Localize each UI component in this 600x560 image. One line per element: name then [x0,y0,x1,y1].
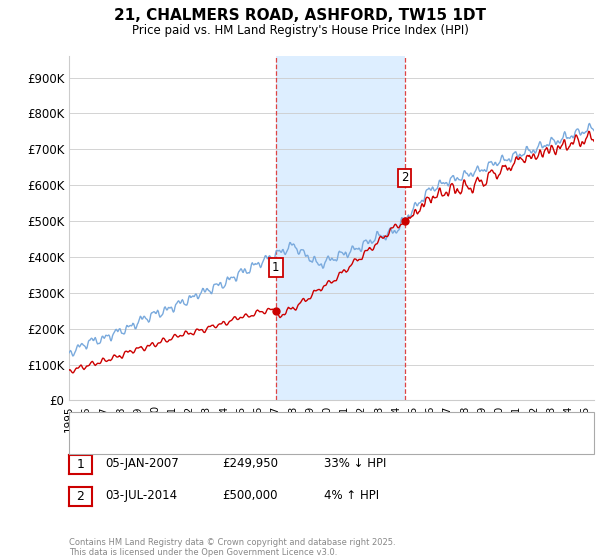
Text: 1: 1 [272,261,280,274]
Text: 33% ↓ HPI: 33% ↓ HPI [324,457,386,470]
Text: Price paid vs. HM Land Registry's House Price Index (HPI): Price paid vs. HM Land Registry's House … [131,24,469,36]
Text: Contains HM Land Registry data © Crown copyright and database right 2025.
This d: Contains HM Land Registry data © Crown c… [69,538,395,557]
Text: 2: 2 [76,489,85,503]
Text: 21, CHALMERS ROAD, ASHFORD, TW15 1DT: 21, CHALMERS ROAD, ASHFORD, TW15 1DT [114,8,486,24]
Text: £249,950: £249,950 [222,457,278,470]
Text: £500,000: £500,000 [222,489,277,502]
Text: HPI: Average price, detached house, Spelthorne: HPI: Average price, detached house, Spel… [102,439,352,449]
Text: —: — [75,419,92,437]
Text: 03-JUL-2014: 03-JUL-2014 [105,489,177,502]
Text: —: — [75,435,92,453]
Text: 1: 1 [76,458,85,471]
Bar [276,56,404,400]
Text: 21, CHALMERS ROAD, ASHFORD, TW15 1DT (detached house): 21, CHALMERS ROAD, ASHFORD, TW15 1DT (de… [102,423,425,433]
Text: 05-JAN-2007: 05-JAN-2007 [105,457,179,470]
Text: 4% ↑ HPI: 4% ↑ HPI [324,489,379,502]
Text: 2: 2 [401,171,409,184]
